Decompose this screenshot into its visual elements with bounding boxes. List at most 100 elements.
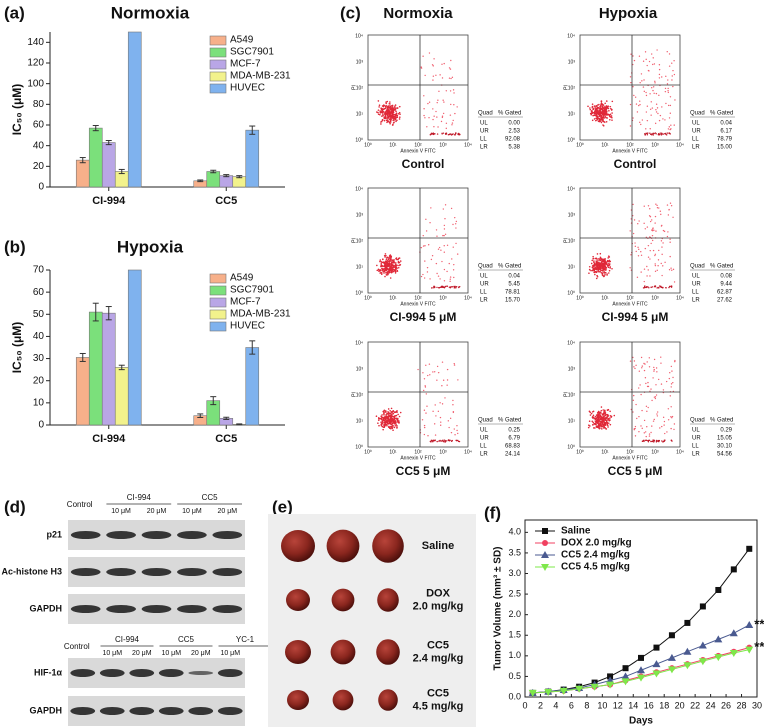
dot	[658, 249, 660, 252]
dot	[664, 132, 667, 135]
dot	[396, 270, 399, 272]
dot	[662, 133, 664, 135]
dot	[669, 96, 672, 98]
y-tick-label: 3.5	[508, 547, 521, 557]
dot	[456, 429, 458, 432]
dot	[602, 119, 604, 122]
legend-label: HUVEC	[230, 321, 265, 332]
dot	[653, 366, 655, 369]
dot	[397, 261, 400, 264]
dot	[607, 419, 610, 421]
bar	[127, 31, 142, 188]
dot	[441, 132, 443, 134]
legend-swatch	[209, 47, 227, 58]
bar	[114, 367, 129, 426]
dot	[657, 259, 660, 261]
dot	[388, 264, 391, 267]
dot	[433, 115, 435, 117]
annotation: **	[754, 616, 764, 631]
dot	[443, 251, 446, 253]
dot	[455, 286, 458, 288]
dot	[390, 416, 392, 418]
dot	[381, 421, 384, 423]
legend-swatch	[209, 321, 227, 332]
x-tick-label: 26	[721, 700, 731, 710]
dot	[391, 267, 394, 270]
dot	[668, 209, 670, 211]
legend-label: SGC7901	[230, 47, 274, 58]
error-bar	[249, 125, 256, 135]
tumor	[287, 690, 309, 710]
dot	[592, 267, 595, 270]
dot	[604, 263, 606, 265]
dot	[630, 81, 632, 84]
dot	[601, 110, 604, 113]
dot	[458, 286, 460, 289]
column-title: Normoxia	[383, 5, 453, 22]
dot	[606, 413, 609, 416]
dot	[399, 113, 401, 116]
dot	[640, 254, 643, 256]
dot	[424, 385, 426, 387]
table-cell: UL	[692, 121, 700, 127]
dot	[664, 261, 666, 264]
table-cell: 15.70	[505, 298, 521, 304]
dot	[382, 426, 385, 428]
x-tick-label: 10¹	[601, 295, 609, 301]
dot	[394, 105, 396, 108]
y-tick-label: 10¹	[568, 264, 576, 270]
dot	[641, 367, 643, 369]
dot	[385, 269, 388, 271]
y-tick-label: 20	[33, 161, 45, 172]
x-axis-label: Annexin V FITC	[612, 148, 648, 154]
marker	[575, 685, 584, 693]
dot	[395, 116, 397, 118]
dot	[449, 286, 452, 288]
dot	[666, 431, 668, 433]
dot	[658, 68, 661, 71]
dot	[386, 274, 388, 276]
dot	[670, 439, 673, 442]
dot	[392, 108, 395, 111]
dot	[666, 132, 668, 134]
dot	[636, 276, 639, 278]
dot	[652, 134, 655, 136]
y-tick-label: 10⁴	[355, 186, 363, 192]
bar	[219, 175, 234, 188]
dose-label: 10 μM	[102, 650, 122, 657]
dot	[640, 123, 642, 126]
table-header: % Gated	[710, 418, 733, 424]
blot-band	[99, 707, 125, 715]
dot	[590, 113, 593, 116]
blot-band	[177, 568, 207, 576]
dot	[598, 413, 601, 415]
table-cell: LL	[692, 444, 699, 450]
error-bar	[79, 157, 86, 164]
dot	[398, 105, 401, 108]
dot	[448, 286, 451, 288]
dot	[392, 110, 394, 113]
dot	[421, 419, 424, 421]
dot	[672, 85, 674, 88]
y-axis-label: IC₅₀ (μM)	[10, 84, 24, 136]
dot	[379, 113, 381, 116]
table-cell: LR	[480, 145, 488, 151]
table-header: Quad	[690, 418, 705, 424]
dot	[441, 403, 444, 405]
marker	[528, 689, 537, 697]
dot	[435, 74, 437, 76]
dot	[670, 124, 672, 126]
dot	[455, 287, 457, 289]
dot	[390, 256, 393, 258]
dot	[424, 386, 427, 388]
dot	[398, 264, 400, 267]
dot	[634, 427, 636, 430]
dot	[659, 132, 661, 134]
dot	[604, 106, 607, 109]
dot	[378, 269, 380, 271]
dot	[399, 411, 402, 414]
dot	[601, 114, 603, 116]
dot	[665, 287, 667, 289]
dot	[394, 265, 397, 268]
dot	[644, 51, 647, 53]
